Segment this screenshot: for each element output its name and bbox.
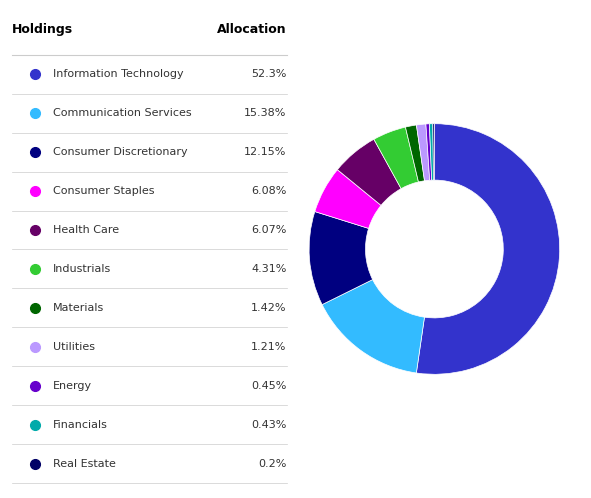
Text: Communication Services: Communication Services [53, 108, 192, 118]
Text: Allocation: Allocation [217, 23, 287, 36]
Wedge shape [433, 124, 434, 180]
Text: 1.42%: 1.42% [251, 303, 287, 313]
Text: Energy: Energy [53, 381, 92, 391]
Wedge shape [405, 125, 424, 182]
Text: Consumer Discretionary: Consumer Discretionary [53, 147, 188, 157]
Text: 6.08%: 6.08% [251, 186, 287, 196]
Text: 0.2%: 0.2% [258, 459, 287, 469]
Text: Financials: Financials [53, 420, 108, 430]
Text: Materials: Materials [53, 303, 105, 313]
Wedge shape [337, 139, 401, 205]
Wedge shape [430, 124, 434, 180]
Text: Industrials: Industrials [53, 264, 112, 274]
Text: 0.45%: 0.45% [251, 381, 287, 391]
Wedge shape [417, 124, 430, 181]
Text: 1.21%: 1.21% [251, 342, 287, 352]
Text: Health Care: Health Care [53, 225, 119, 235]
Text: Utilities: Utilities [53, 342, 95, 352]
Wedge shape [416, 124, 560, 374]
Text: 4.31%: 4.31% [251, 264, 287, 274]
Text: Information Technology: Information Technology [53, 69, 184, 79]
Wedge shape [322, 279, 424, 373]
Wedge shape [309, 212, 373, 305]
Text: Real Estate: Real Estate [53, 459, 116, 469]
Wedge shape [374, 127, 418, 189]
Text: 15.38%: 15.38% [244, 108, 287, 118]
Text: Holdings: Holdings [12, 23, 73, 36]
Text: 12.15%: 12.15% [244, 147, 287, 157]
Text: 6.07%: 6.07% [251, 225, 287, 235]
Wedge shape [426, 124, 431, 180]
Text: Consumer Staples: Consumer Staples [53, 186, 155, 196]
Text: 52.3%: 52.3% [251, 69, 287, 79]
Wedge shape [315, 170, 381, 229]
Text: 0.43%: 0.43% [251, 420, 287, 430]
